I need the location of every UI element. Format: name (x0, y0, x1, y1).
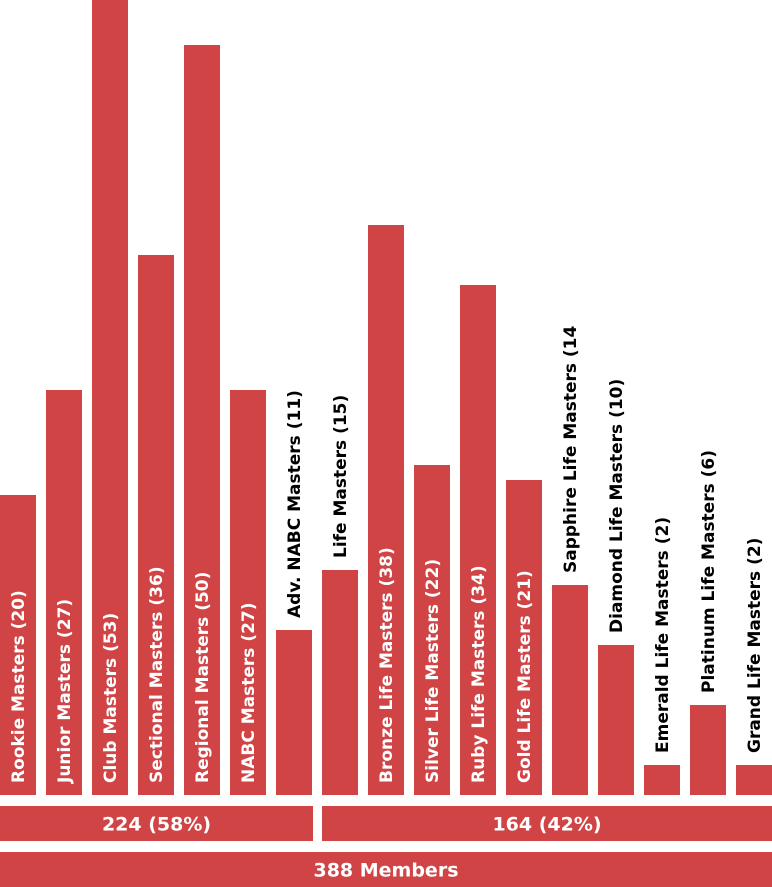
bar-sapphire-life-masters (552, 585, 588, 795)
bar-label-regional-masters: Regional Masters (50) (193, 572, 213, 783)
total-members-bar (0, 852, 772, 887)
bar-silver-life-masters (414, 465, 450, 795)
bar-grand-life-masters (736, 765, 772, 795)
bar-label-rookie-masters: Rookie Masters (20) (9, 590, 29, 783)
bar-label-life-masters: Life Masters (15) (331, 395, 351, 558)
bar-emerald-life-masters (644, 765, 680, 795)
bar-label-sapphire-life-masters: Sapphire Life Masters (14 (561, 325, 581, 573)
group-bar-life-masters (322, 806, 772, 841)
bar-label-sectional-masters: Sectional Masters (36) (147, 566, 167, 783)
bar-label-emerald-life-masters: Emerald Life Masters (2) (653, 517, 673, 753)
bar-ruby-life-masters (460, 285, 496, 795)
group-bar-non-life-masters (0, 806, 313, 841)
group-totals-layer: 224 (58%) 164 (42%) 388 Members (0, 806, 772, 887)
bar-bronze-life-masters (368, 225, 404, 795)
bar-label-nabc-masters: NABC Masters (27) (239, 602, 259, 783)
bar-diamond-life-masters (598, 645, 634, 795)
bar-rookie-masters (0, 495, 36, 795)
bar-label-junior-masters: Junior Masters (27) (55, 599, 75, 784)
bar-labels-layer: Rookie Masters (20) Junior Masters (27) Cl… (9, 325, 765, 784)
total-members-label: 388 Members (313, 860, 458, 882)
bar-label-silver-life-masters: Silver Life Masters (22) (423, 559, 443, 783)
bar-label-diamond-life-masters: Diamond Life Masters (10) (607, 379, 627, 633)
bars-layer (0, 0, 772, 795)
bar-regional-masters (184, 45, 220, 795)
bar-platinum-life-masters (690, 705, 726, 795)
bar-junior-masters (46, 390, 82, 795)
group-label-life-masters: 164 (42%) (492, 814, 601, 836)
bar-label-gold-life-masters: Gold Life Masters (21) (515, 570, 535, 783)
bar-life-masters (322, 570, 358, 795)
bar-label-ruby-life-masters: Ruby Life Masters (34) (469, 565, 489, 783)
bar-adv-nabc-masters (276, 630, 312, 795)
bar-label-adv-nabc-masters: Adv. NABC Masters (11) (285, 390, 305, 618)
bar-label-club-masters: Club Masters (53) (101, 613, 121, 783)
bar-label-grand-life-masters: Grand Life Masters (2) (745, 538, 765, 753)
group-label-non-life-masters: 224 (58%) (102, 814, 211, 836)
bar-sectional-masters (138, 255, 174, 795)
bar-nabc-masters (230, 390, 266, 795)
bar-club-masters (92, 0, 128, 795)
bar-label-platinum-life-masters: Platinum Life Masters (6) (699, 450, 719, 693)
bar-gold-life-masters (506, 480, 542, 795)
bar-label-bronze-life-masters: Bronze Life Masters (38) (377, 547, 397, 783)
